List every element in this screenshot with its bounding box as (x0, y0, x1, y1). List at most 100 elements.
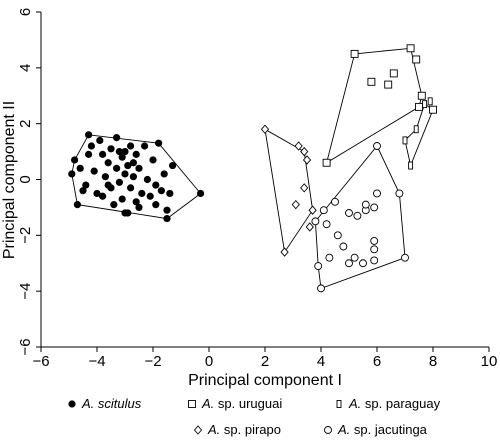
data-point (370, 256, 379, 265)
data-point (345, 259, 353, 268)
data-point (85, 150, 93, 158)
series-4 (311, 142, 409, 293)
data-point (314, 262, 323, 270)
x-tick-label: 10 (481, 353, 498, 370)
data-point (415, 102, 423, 111)
legend-label-species: sp. uruguai (214, 396, 282, 411)
data-point (127, 142, 135, 150)
data-point (331, 197, 339, 206)
legend-item: A. scitulus (68, 396, 142, 411)
legend-marker (336, 400, 342, 408)
legend-item: A. sp. pirapo (193, 422, 281, 437)
data-point (302, 155, 312, 165)
data-point (135, 164, 143, 172)
data-point (146, 192, 154, 200)
data-point (163, 214, 171, 223)
data-point (291, 199, 300, 210)
data-point (408, 161, 414, 170)
legend-label-genus: A. (337, 422, 350, 437)
legend-label-genus: A. (207, 422, 220, 437)
data-point (401, 253, 409, 262)
legend-label-species: sp. paraguay (361, 396, 440, 411)
y-tick-label: −6 (17, 338, 34, 355)
data-point (141, 142, 149, 150)
data-point (370, 236, 379, 245)
x-tick-label: −4 (88, 353, 105, 370)
x-tick-label: 2 (261, 353, 269, 370)
data-point (389, 69, 398, 78)
x-tick-label: −2 (144, 353, 161, 370)
data-point (82, 181, 90, 189)
y-tick-label: 2 (17, 119, 34, 127)
data-point (138, 189, 146, 198)
y-tick-label: 0 (17, 175, 34, 183)
data-point (166, 189, 174, 198)
data-point (118, 153, 126, 161)
data-point (300, 183, 309, 193)
data-point (129, 159, 137, 167)
points-layer (68, 44, 437, 293)
data-point (163, 206, 171, 214)
data-point (322, 220, 331, 229)
series-0 (68, 131, 205, 223)
data-point (73, 201, 81, 209)
data-point (107, 145, 115, 153)
data-point (322, 158, 331, 167)
legend: A. scitulus A. sp. uruguai A. sp. paraguay… (68, 396, 441, 437)
data-point (149, 156, 157, 164)
legend-label: A. scitulus (81, 396, 142, 411)
legend-label-genus: A. (348, 396, 361, 411)
data-point (115, 147, 123, 156)
data-point (127, 184, 135, 192)
data-point (350, 49, 359, 58)
series-1 (322, 44, 437, 167)
data-point (99, 150, 107, 158)
data-point (143, 175, 151, 184)
legend-item: A. sp. uruguai (188, 396, 282, 411)
data-point (93, 189, 101, 198)
legend-label-species: sp. jacutinga (350, 422, 427, 437)
data-point (79, 187, 87, 195)
data-point (121, 209, 129, 217)
data-point (115, 178, 123, 186)
legend-label-species: sp. pirapo (220, 422, 281, 437)
data-point (402, 136, 408, 145)
data-point (305, 222, 314, 232)
x-tick-label: 8 (429, 353, 437, 370)
group-hull (325, 47, 423, 164)
data-point (132, 198, 140, 206)
data-point (412, 55, 421, 64)
data-point (373, 142, 381, 150)
legend-marker (68, 400, 76, 408)
data-point (68, 170, 76, 178)
data-point (113, 164, 121, 172)
data-point (308, 205, 317, 215)
data-point (90, 167, 98, 175)
data-point (96, 136, 104, 145)
data-point (353, 211, 362, 220)
legend-label-genus: A. scitulus (81, 396, 142, 411)
y-tick-label: −2 (17, 227, 34, 244)
data-point (319, 206, 328, 215)
data-point (157, 187, 165, 195)
data-point (101, 173, 109, 181)
data-point (71, 156, 79, 164)
series-2 (402, 97, 433, 170)
data-point (294, 141, 303, 151)
x-tick-label: 4 (317, 353, 325, 370)
data-point (160, 170, 168, 178)
data-point (370, 203, 379, 212)
series-3 (260, 124, 317, 257)
data-point (129, 173, 137, 181)
data-point (124, 161, 132, 170)
x-tick-label: 0 (205, 353, 213, 370)
legend-label: A. sp. jacutinga (337, 422, 428, 437)
data-point (87, 142, 95, 150)
data-point (169, 161, 177, 170)
data-point (280, 247, 289, 257)
data-point (339, 242, 348, 251)
legend-label: A. sp. paraguay (348, 396, 441, 411)
y-tick-label: −4 (17, 283, 34, 300)
x-tick-label: 6 (373, 353, 381, 370)
